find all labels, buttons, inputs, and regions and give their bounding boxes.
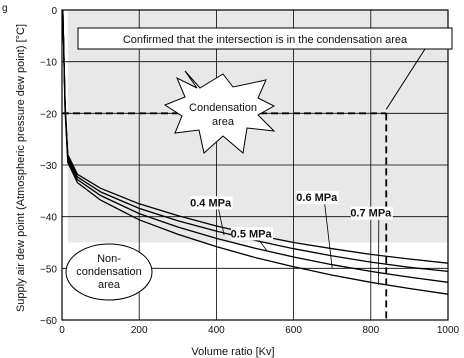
non-condensation-ellipse: Non- condensation area (65, 243, 153, 301)
series-line-4 (62, 9, 449, 295)
series-pointer-3 (324, 204, 333, 269)
y-tick--10: −10 (40, 58, 57, 69)
x-tick-0: 0 (59, 325, 65, 336)
series-pointer-1 (218, 209, 225, 236)
confirmed-note-box: Confirmed that the intersection is in th… (77, 27, 453, 50)
condensation-burst: Condensation area (163, 70, 276, 154)
y-tick-0: 0 (51, 6, 57, 17)
condensation-label-2: area (212, 116, 235, 128)
condensation-label-1: Condensation (189, 102, 257, 114)
series-labels: 0.4 MPa 0.5 MPa 0.6 MPa 0.7 MPa (190, 191, 393, 241)
note-pointer-line (385, 48, 426, 110)
series-line-3 (62, 9, 449, 283)
x-tick-1000: 1000 (437, 325, 460, 336)
non-condensation-label-2: condensation (76, 266, 141, 278)
tick-labels: 0 200 400 600 800 1000 0 −10 −20 −30 −40 −50 −60 (40, 6, 460, 336)
confirmed-note: Confirmed that the intersection is in th… (123, 34, 408, 46)
non-condensation-label-3: area (98, 279, 121, 291)
non-condensation-label-1: Non- (97, 253, 121, 265)
series-label-bg-3 (296, 191, 339, 205)
plot-frame (61, 9, 449, 321)
y-tick--60: −60 (40, 316, 57, 327)
figure-number: g (2, 3, 8, 14)
series-label-2: 0.5 MPa (231, 228, 273, 240)
x-tick-200: 200 (131, 325, 148, 336)
y-tick--50: −50 (40, 264, 57, 275)
y-tick--20: −20 (40, 109, 57, 120)
series-line-1 (62, 9, 449, 264)
y-axis-label: Supply air dew point (Atmospheric pressu… (15, 24, 27, 312)
series-label-bg-2 (231, 227, 274, 241)
series-label-bg-4 (350, 206, 393, 220)
series-label-4: 0.7 MPa (350, 208, 392, 220)
x-tick-600: 600 (285, 325, 302, 336)
series-lines (62, 9, 449, 295)
y-tick--40: −40 (40, 213, 57, 224)
series-pointer-2 (258, 240, 267, 251)
x-axis-label: Volume ratio [Kv] (191, 346, 274, 358)
series-label-1: 0.4 MPa (190, 197, 232, 209)
series-label-bg-1 (190, 196, 233, 210)
y-tick--30: −30 (40, 161, 57, 172)
series-label-3: 0.6 MPa (296, 192, 338, 204)
x-tick-400: 400 (208, 325, 225, 336)
series-line-2 (62, 9, 449, 273)
x-tick-800: 800 (362, 325, 379, 336)
